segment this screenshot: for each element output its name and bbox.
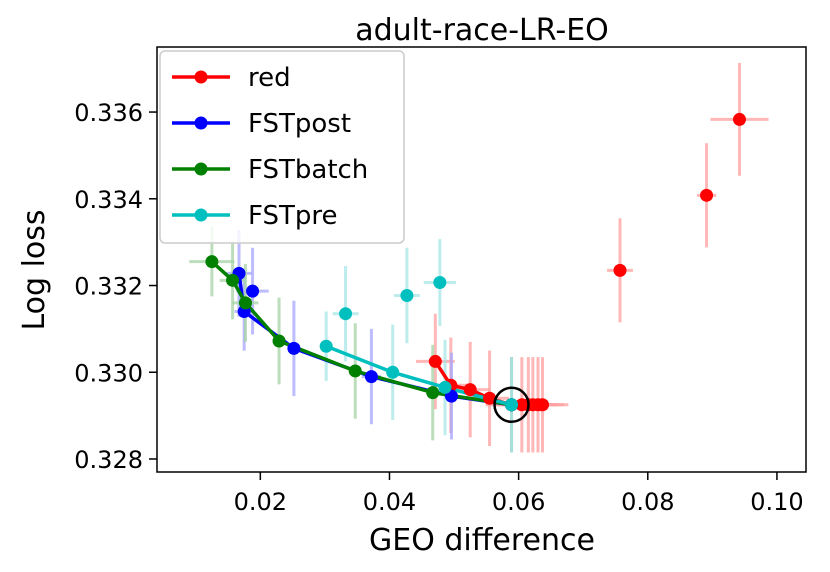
x-axis: 0.02 0.04 0.06 0.08 0.10 xyxy=(234,472,804,516)
point-red-11 xyxy=(700,188,714,202)
legend-marker-FSTpost xyxy=(194,116,208,130)
legend-marker-red xyxy=(194,70,208,84)
y-axis: 0.328 0.330 0.332 0.334 0.336 xyxy=(74,99,157,474)
legend-marker-FSTbatch xyxy=(194,162,208,176)
point-red-9 xyxy=(428,354,442,368)
legend: red FSTpost FSTbatch FSTpre xyxy=(159,50,405,244)
legend-label-FSTpost: FSTpost xyxy=(248,109,351,139)
x-tick-label-4: 0.10 xyxy=(750,488,803,516)
point-red-12 xyxy=(732,112,746,126)
legend-label-red: red xyxy=(248,63,291,93)
y-tick-label-1: 0.330 xyxy=(74,359,143,387)
plot-frame xyxy=(156,46,807,473)
point-red-5 xyxy=(536,398,550,412)
point-FSTbatch-5 xyxy=(426,386,440,400)
point-red-7 xyxy=(463,383,477,397)
point-FSTpre-5 xyxy=(438,380,452,394)
y-axis-label: Log loss xyxy=(17,209,52,330)
point-red-6 xyxy=(483,391,497,405)
legend-box xyxy=(159,50,405,244)
point-FSTpre-6 xyxy=(505,398,519,412)
chart-title: adult-race-LR-EO xyxy=(355,13,609,48)
point-FSTpre-2 xyxy=(433,275,447,289)
legend-label-FSTbatch: FSTbatch xyxy=(248,155,368,185)
y-tick-label-2: 0.332 xyxy=(74,273,143,301)
point-FSTpost-3 xyxy=(287,341,301,355)
point-FSTbatch-2 xyxy=(238,296,252,310)
x-tick-label-3: 0.08 xyxy=(621,488,674,516)
legend-marker-FSTpre xyxy=(194,208,208,222)
x-tick-label-1: 0.04 xyxy=(363,488,416,516)
y-tick-label-0: 0.328 xyxy=(74,446,143,474)
x-tick-label-0: 0.02 xyxy=(234,488,287,516)
x-axis-label: GEO difference xyxy=(369,523,595,558)
highlight-layer xyxy=(493,386,530,424)
point-red-10 xyxy=(613,263,627,277)
point-FSTpost-4 xyxy=(364,370,378,384)
highlight-circle xyxy=(493,386,530,424)
point-FSTpre-4 xyxy=(386,365,400,379)
series-line-FSTpre xyxy=(325,344,512,407)
data-points xyxy=(205,112,746,412)
point-FSTpre-1 xyxy=(400,288,414,302)
point-FSTpost-1 xyxy=(246,284,260,298)
point-FSTpre-0 xyxy=(339,307,353,321)
point-FSTbatch-4 xyxy=(348,364,362,378)
x-tick-label-2: 0.06 xyxy=(492,488,545,516)
y-tick-label-3: 0.334 xyxy=(74,186,143,214)
legend-label-FSTpre: FSTpre xyxy=(248,201,338,231)
y-tick-label-4: 0.336 xyxy=(74,99,143,127)
point-FSTbatch-0 xyxy=(205,255,219,269)
point-FSTbatch-1 xyxy=(226,273,240,287)
point-FSTpre-3 xyxy=(319,339,333,353)
point-FSTbatch-3 xyxy=(272,334,286,348)
